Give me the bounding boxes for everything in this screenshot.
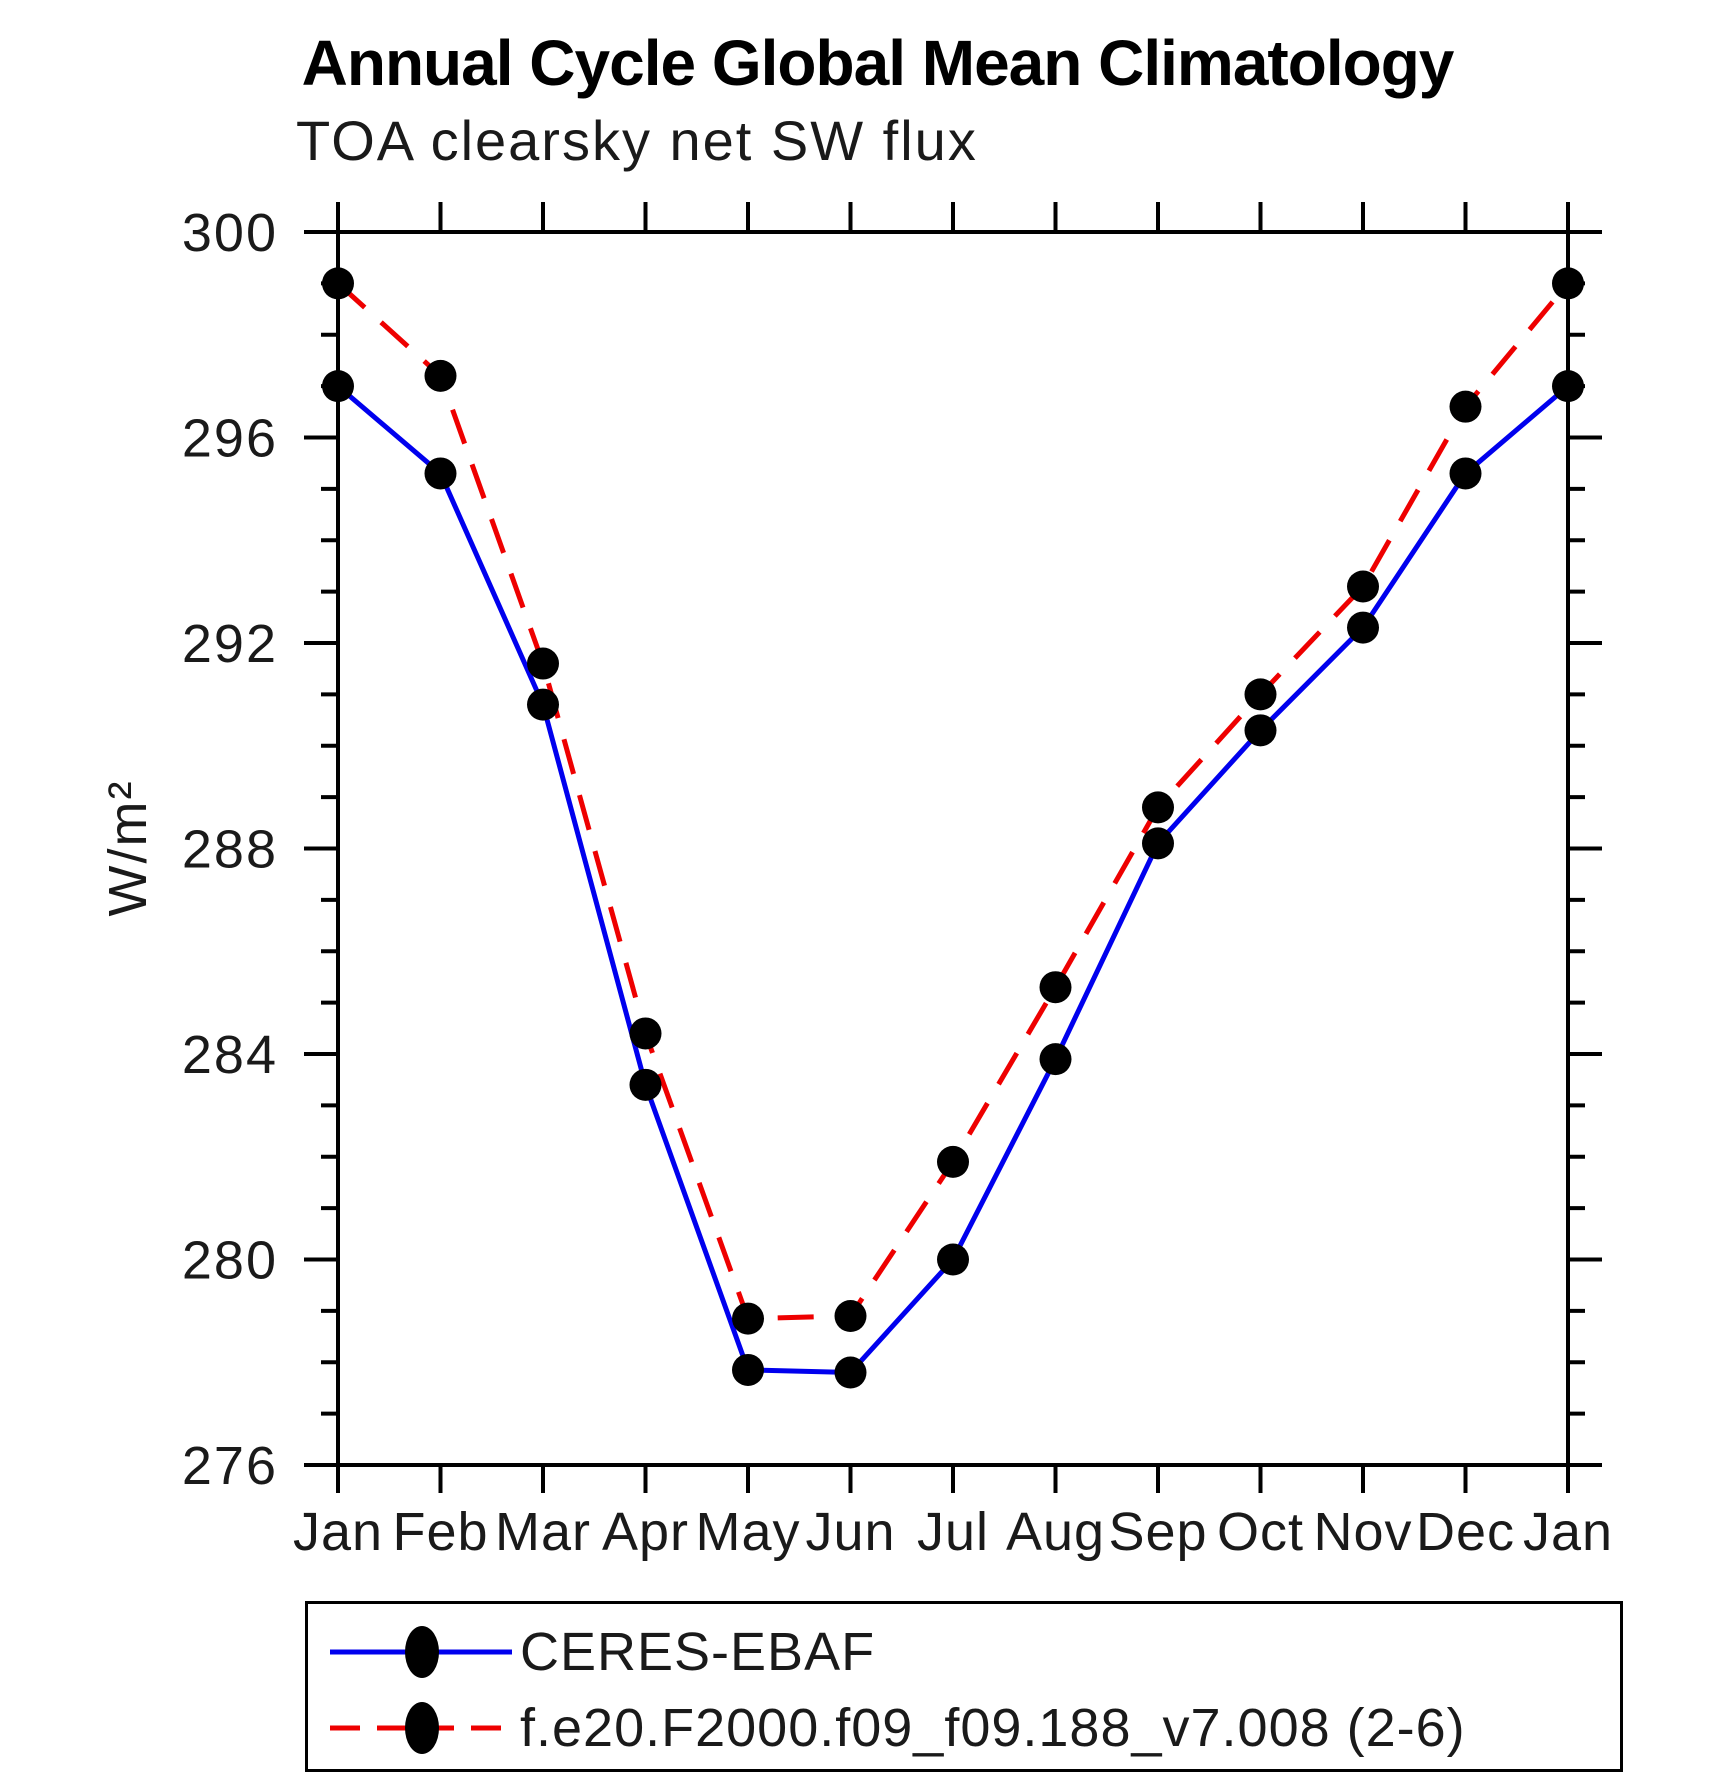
legend-marker-icon — [405, 1626, 439, 1678]
x-tick-label: Jul — [917, 1502, 989, 1562]
chart-title: Annual Cycle Global Mean Climatology — [301, 27, 1455, 99]
data-point-marker-1 — [1347, 570, 1379, 603]
y-tick-label: 300 — [182, 203, 278, 263]
x-tick-label: Oct — [1217, 1502, 1304, 1562]
x-tick-label: Aug — [1006, 1502, 1105, 1562]
legend-item-model: f.e20.F2000.f09_f09.188_v7.008 (2-6) — [320, 1696, 1466, 1760]
x-tick-label: Jun — [805, 1502, 895, 1562]
data-point-marker-0 — [1039, 1043, 1072, 1076]
data-point-marker-0 — [834, 1356, 867, 1389]
y-tick-label: 276 — [182, 1436, 278, 1496]
series-line-0 — [336, 384, 1570, 1376]
data-point-marker-0 — [732, 1353, 764, 1386]
data-point-marker-1 — [1142, 791, 1174, 824]
x-tick-label: Apr — [602, 1502, 689, 1562]
data-point-marker-0 — [424, 457, 457, 490]
data-point-marker-1 — [424, 359, 457, 392]
x-tick-label: Sep — [1108, 1502, 1207, 1562]
data-point-marker-0 — [1244, 714, 1277, 747]
legend-sample-dashed-line — [330, 1702, 512, 1754]
chart-subtitle: TOA clearsky net SW flux — [296, 109, 978, 172]
data-point-marker-0 — [1449, 457, 1482, 490]
data-point-marker-1 — [322, 267, 354, 300]
data-point-marker-0 — [322, 370, 354, 403]
x-tick-label: May — [695, 1502, 800, 1562]
x-tick-label: Jan — [1523, 1502, 1613, 1562]
x-tick-label: Nov — [1313, 1502, 1412, 1562]
y-tick-label: 284 — [182, 1025, 278, 1085]
data-point-marker-1 — [732, 1302, 764, 1335]
legend-marker-icon — [405, 1702, 439, 1754]
data-point-marker-1 — [1552, 267, 1584, 300]
data-point-marker-1 — [937, 1145, 969, 1178]
data-point-marker-0 — [1347, 611, 1379, 644]
y-tick-label: 292 — [182, 614, 278, 674]
x-tick-label: Jan — [293, 1502, 383, 1562]
legend-item-ceres-ebaf: CERES-EBAF — [320, 1620, 875, 1684]
y-tick-label: 288 — [182, 820, 278, 880]
data-point-marker-1 — [629, 1017, 662, 1050]
legend: CERES-EBAF f.e20.F2000.f09_f09.188_v7.00… — [305, 1601, 1623, 1772]
plot-frame — [336, 230, 1570, 1467]
legend-sample-solid-line — [330, 1626, 512, 1678]
x-tick-label: Feb — [392, 1502, 488, 1562]
legend-label-model: f.e20.F2000.f09_f09.188_v7.008 (2-6) — [520, 1698, 1466, 1758]
data-point-marker-1 — [1449, 390, 1482, 423]
x-tick-label: Mar — [495, 1502, 591, 1562]
data-point-marker-0 — [527, 688, 559, 721]
data-point-marker-0 — [1552, 370, 1584, 403]
data-point-marker-0 — [1142, 827, 1174, 860]
data-point-marker-1 — [1039, 971, 1072, 1004]
data-point-marker-1 — [834, 1300, 867, 1333]
y-tick-label: 280 — [182, 1231, 278, 1291]
x-tick-label: Dec — [1416, 1502, 1515, 1562]
data-point-marker-0 — [629, 1068, 662, 1101]
data-point-marker-0 — [937, 1243, 969, 1276]
y-tick-label: 296 — [182, 409, 278, 469]
data-point-marker-1 — [527, 647, 559, 680]
legend-label-ceres-ebaf: CERES-EBAF — [520, 1622, 876, 1682]
data-point-marker-1 — [1244, 678, 1277, 711]
